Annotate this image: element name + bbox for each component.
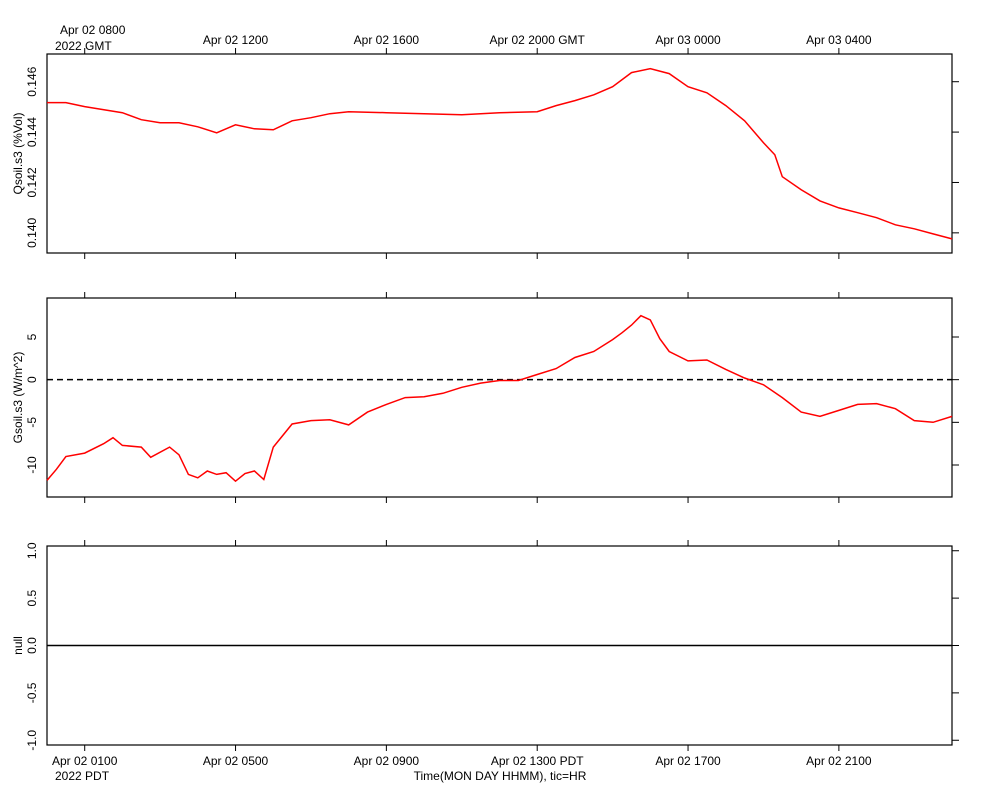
x-tick-label: Apr 02 0900 [354, 754, 420, 768]
x-axis-label: Time(MON DAY HHMM), tic=HR [414, 769, 587, 783]
x-tick-label: Apr 02 1200 [203, 33, 269, 47]
x-tick-label: Apr 03 0400 [806, 33, 872, 47]
x-tick-label: Apr 02 2100 [806, 754, 872, 768]
y-axis-label: null [11, 636, 25, 655]
x-tick-label: Apr 02 1600 [354, 33, 420, 47]
x-axis-note: 2022 PDT [55, 769, 110, 783]
x-tick-label: Apr 03 0000 [655, 33, 721, 47]
y-tick-label: 0.0 [25, 637, 39, 654]
y-axis-label: Qsoil.s3 (%Vol) [11, 112, 25, 194]
x-tick-label: Apr 02 0500 [203, 754, 269, 768]
y-tick-label: 0 [25, 376, 39, 383]
y-tick-label: 5 [25, 333, 39, 340]
data-line [46, 314, 953, 483]
y-tick-label: -0.5 [25, 682, 39, 703]
y-tick-label: 0.5 [25, 589, 39, 606]
y-tick-label: -1.0 [25, 730, 39, 751]
x-tick-label: Apr 02 0100 [52, 754, 118, 768]
plot-frame [46, 297, 953, 498]
y-tick-label: 0.144 [25, 117, 39, 147]
x-tick-label: Apr 02 0800 [60, 23, 126, 37]
x-tick-label: Apr 02 2000 GMT [490, 33, 586, 47]
plot-frame [46, 53, 953, 254]
data-line [47, 67, 953, 240]
y-tick-label: 1.0 [25, 542, 39, 559]
y-tick-label: 0.146 [25, 66, 39, 96]
y-tick-label: 0.140 [25, 218, 39, 248]
y-tick-label: 0.142 [25, 167, 39, 197]
x-axis-note: 2022 GMT [55, 39, 112, 53]
y-axis-label: Gsoil.s3 (W/m^2) [11, 352, 25, 444]
x-tick-label: Apr 02 1700 [655, 754, 721, 768]
y-tick-label: -10 [25, 456, 39, 474]
x-tick-label: Apr 02 1300 PDT [491, 754, 584, 768]
y-tick-label: -5 [25, 417, 39, 428]
